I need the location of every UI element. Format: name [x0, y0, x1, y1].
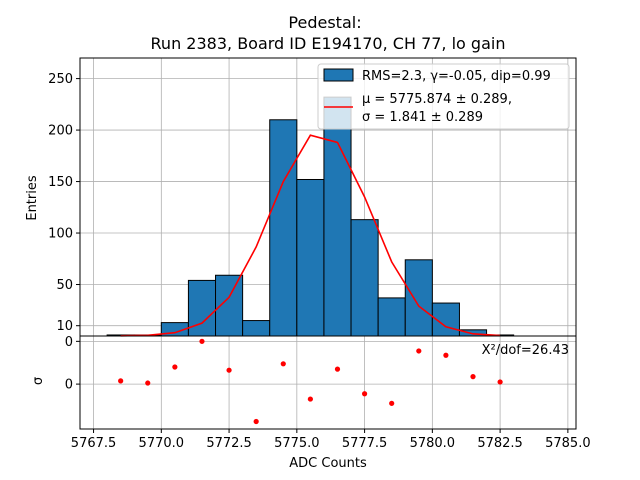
histogram-bar-5 [242, 320, 271, 337]
residual-point-4 [226, 367, 232, 373]
x-tick-label-0: 5767.5 [71, 436, 117, 451]
x-tick-label-5: 5780.0 [410, 436, 456, 451]
top-y-tick-label-5: 250 [48, 72, 73, 87]
legend-box [317, 63, 570, 130]
y-axis-label-top: Entries [25, 175, 40, 221]
residual-point-13 [470, 374, 476, 380]
fit-layer [120, 134, 501, 337]
y-axis-label-bottom: σ [31, 377, 46, 385]
top-y-tick-label-0: 10 [56, 319, 73, 334]
chart-title-line1: Pedestal: [288, 13, 361, 32]
residual-point-10 [389, 400, 395, 406]
x-tick-label-2: 5772.5 [206, 436, 252, 451]
x-tick-label-7: 5785.0 [545, 436, 591, 451]
residual-point-3 [199, 338, 205, 344]
legend-fit-label-line2: σ = 1.841 ± 0.289 [362, 110, 483, 125]
residual-point-7 [307, 396, 313, 402]
legend-fit-label-line1: μ = 5775.874 ± 0.289, [362, 92, 512, 107]
histogram-bar-8 [323, 96, 352, 337]
x-tick-label-4: 5777.5 [342, 436, 388, 451]
bottom-y-tick-label-1: 0 [65, 335, 73, 350]
histogram-bars [106, 96, 515, 337]
histogram-bar-9 [350, 219, 379, 337]
histogram-bar-6 [269, 119, 298, 337]
residual-points [118, 338, 503, 425]
residual-point-5 [253, 418, 259, 425]
bottom-y-tick-label-0: 0 [65, 378, 73, 393]
residual-point-8 [334, 366, 341, 372]
top-y-ticks: 10 50 100 150 200 250 [48, 72, 80, 334]
top-y-tick-label-4: 200 [48, 124, 73, 139]
x-tick-label-6: 5782.5 [477, 436, 523, 451]
top-y-tick-label-3: 150 [48, 175, 73, 190]
residual-point-6 [280, 361, 286, 367]
chart-title-line2: Run 2383, Board ID E194170, CH 77, lo ga… [151, 34, 506, 53]
bottom-grid [80, 336, 576, 429]
residual-point-1 [145, 380, 151, 386]
residual-point-12 [443, 352, 449, 358]
fit-curve [120, 134, 501, 337]
residual-point-2 [172, 364, 178, 370]
top-y-tick-label-2: 100 [48, 227, 73, 242]
histogram-bar-11 [404, 259, 433, 337]
residual-point-11 [416, 348, 422, 354]
chi2-annotation: X²/dof=26.43 [482, 343, 569, 358]
x-ticks: 5767.5 5770.0 5772.5 5775.0 5777.5 5780.0 5782… [71, 429, 591, 451]
x-axis-label: ADC Counts [289, 456, 367, 471]
legend-hist-swatch [323, 68, 354, 82]
x-tick-label-3: 5775.0 [274, 436, 320, 451]
residual-point-9 [361, 391, 368, 397]
top-y-tick-label-1: 50 [56, 278, 73, 293]
legend-hist-label: RMS=2.3, γ=-0.05, dip=0.99 [362, 69, 551, 84]
bottom-axes-frame [79, 335, 577, 430]
residual-point-0 [118, 378, 124, 384]
residual-point-14 [497, 379, 503, 385]
histogram-bar-3 [187, 279, 217, 337]
histogram-bar-10 [377, 297, 406, 337]
bottom-y-ticks: 00 [65, 335, 80, 393]
histogram-bar-7 [296, 178, 325, 337]
legend: RMS=2.3, γ=-0.05, dip=0.99 μ = 5775.874 … [317, 63, 570, 130]
x-tick-label-1: 5770.0 [139, 436, 185, 451]
